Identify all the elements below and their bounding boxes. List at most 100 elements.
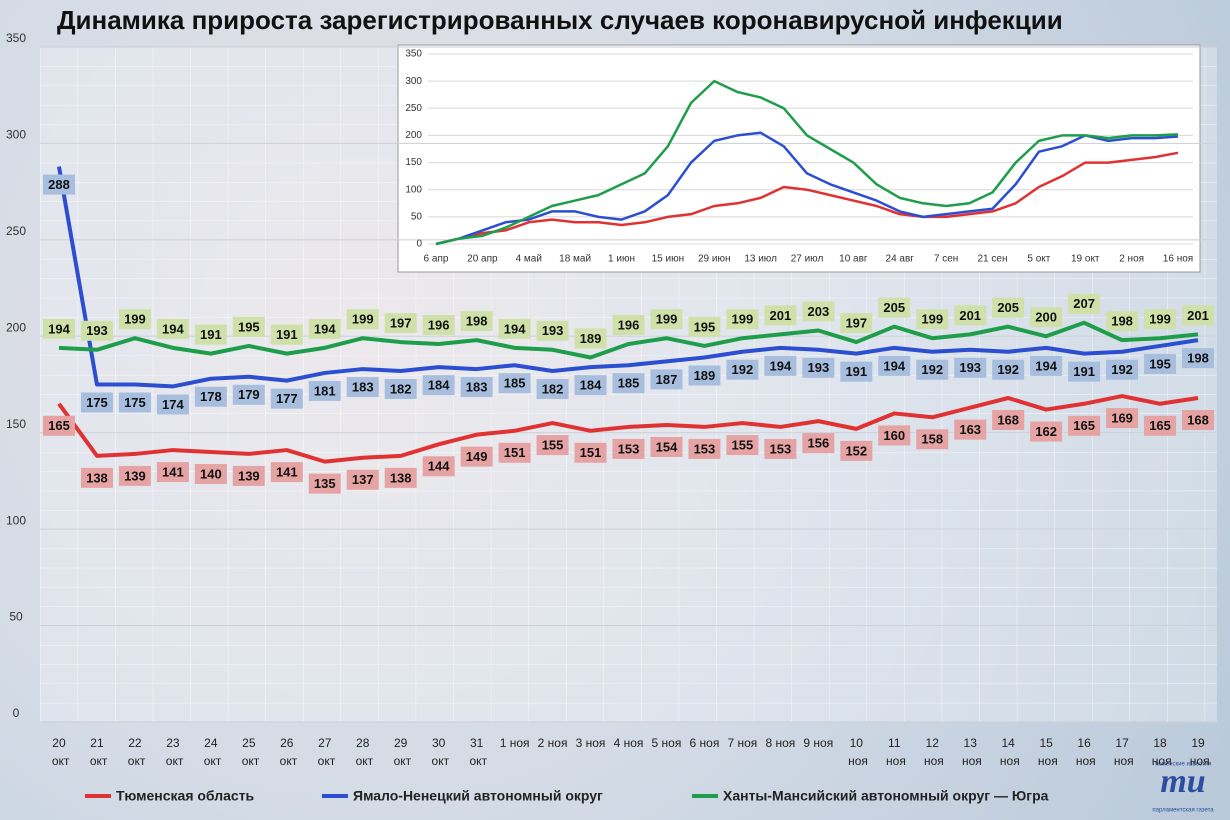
x-tick-label-part: окт bbox=[87, 754, 108, 768]
data-label-box bbox=[650, 369, 683, 390]
logo-bottom: парламентская газета bbox=[1152, 808, 1214, 814]
inset-x-tick-label: 15 июн bbox=[652, 254, 685, 265]
x-tick-label-part: окт bbox=[238, 754, 259, 768]
data-label-box bbox=[498, 318, 531, 339]
x-tick-label-part: 23 bbox=[166, 736, 180, 750]
x-tick-label: 12 ноя bbox=[921, 736, 944, 768]
data-label: 140 bbox=[200, 466, 222, 481]
data-label-box bbox=[1182, 305, 1215, 326]
data-label: 152 bbox=[845, 443, 867, 458]
x-tick-label-part: 19 bbox=[1191, 736, 1205, 750]
y-tick-label: 200 bbox=[6, 320, 26, 334]
data-label-box bbox=[346, 309, 379, 330]
y-tick-label: 0 bbox=[13, 706, 20, 720]
legend-label: Тюменская область bbox=[116, 788, 255, 804]
data-label-box bbox=[384, 313, 417, 334]
x-tick-label-part: ноя bbox=[1035, 754, 1058, 768]
data-label-box bbox=[156, 394, 189, 415]
data-label: 191 bbox=[1073, 364, 1095, 379]
data-label: 178 bbox=[200, 389, 222, 404]
data-label-box bbox=[536, 320, 569, 341]
data-label-box bbox=[384, 379, 417, 399]
data-label: 189 bbox=[694, 368, 716, 383]
data-label: 197 bbox=[390, 316, 412, 331]
data-label: 184 bbox=[428, 378, 450, 393]
data-label: 192 bbox=[1111, 362, 1133, 377]
x-tick-label: 14 ноя bbox=[997, 736, 1020, 768]
data-label: 175 bbox=[86, 395, 108, 410]
x-tick-label: 25 окт bbox=[238, 736, 259, 768]
data-label: 184 bbox=[580, 378, 602, 393]
inset-x-tick-label: 18 май bbox=[559, 254, 591, 265]
data-label-box bbox=[536, 379, 569, 399]
data-label-box bbox=[954, 419, 987, 440]
data-label: 199 bbox=[656, 312, 678, 327]
data-label-box bbox=[764, 438, 797, 459]
x-tick-label-part: окт bbox=[428, 754, 449, 768]
x-tick-label-part: окт bbox=[200, 754, 221, 768]
x-tick-label-part: ноя bbox=[883, 754, 906, 768]
data-label: 196 bbox=[428, 317, 450, 332]
data-label: 168 bbox=[997, 412, 1019, 427]
data-label-box bbox=[802, 357, 835, 378]
data-label-box bbox=[688, 365, 721, 386]
inset-x-tick-label: 13 июл bbox=[744, 254, 777, 265]
data-label-box bbox=[1144, 309, 1177, 330]
data-label: 199 bbox=[124, 312, 146, 327]
x-tick-label-part: ноя bbox=[921, 754, 944, 768]
x-tick-label-part: 15 bbox=[1039, 736, 1053, 750]
data-label-box bbox=[460, 377, 493, 398]
series-line bbox=[57, 394, 1199, 464]
x-tick-label: 1 ноя bbox=[500, 736, 530, 750]
x-tick-label: 4 ноя bbox=[614, 736, 644, 750]
data-label: 207 bbox=[1073, 296, 1095, 311]
data-label: 151 bbox=[504, 445, 526, 460]
data-label-box bbox=[954, 357, 987, 378]
data-label: 155 bbox=[542, 438, 564, 453]
inset-x-tick-label: 2 ноя bbox=[1119, 254, 1144, 265]
data-label-box bbox=[916, 429, 949, 450]
data-label-box bbox=[954, 305, 987, 326]
data-label: 192 bbox=[921, 362, 943, 377]
data-label-box bbox=[764, 355, 797, 376]
inset-x-tick-label: 19 окт bbox=[1071, 254, 1100, 265]
data-label-box bbox=[878, 355, 911, 376]
data-label-box bbox=[650, 437, 683, 457]
logo-top: тюменские известия bbox=[1155, 762, 1212, 768]
data-label-box bbox=[118, 392, 151, 413]
x-tick-label: 15 ноя bbox=[1035, 736, 1058, 768]
data-label: 139 bbox=[238, 468, 260, 483]
data-label-box bbox=[612, 438, 645, 459]
x-tick-label-part: ноя bbox=[997, 754, 1020, 768]
inset-y-tick-label: 300 bbox=[405, 76, 422, 87]
data-label: 154 bbox=[656, 439, 678, 454]
data-label-box bbox=[460, 446, 493, 467]
x-tick-label: 28 окт bbox=[352, 736, 373, 768]
data-label-box bbox=[1030, 421, 1063, 442]
x-tick-label-part: 16 bbox=[1077, 736, 1091, 750]
data-label: 177 bbox=[276, 391, 298, 406]
x-tick-label-part: 20 bbox=[52, 736, 66, 750]
data-label-box bbox=[1106, 359, 1139, 380]
x-tick-label-part: окт bbox=[314, 754, 335, 768]
data-label: 193 bbox=[542, 323, 564, 338]
data-label-box bbox=[802, 301, 835, 322]
data-label-box bbox=[270, 324, 303, 345]
data-label-box bbox=[118, 309, 151, 330]
x-tick-label: 9 ноя bbox=[803, 736, 833, 750]
x-tick-label-part: 24 bbox=[204, 736, 218, 750]
data-label: 193 bbox=[86, 323, 108, 338]
data-label: 160 bbox=[883, 428, 905, 443]
inset-y-tick-label: 150 bbox=[405, 157, 422, 168]
x-tick-label: 6 ноя bbox=[690, 736, 720, 750]
data-label-box bbox=[992, 297, 1025, 318]
data-label-box bbox=[308, 380, 341, 401]
data-label-box bbox=[498, 373, 531, 394]
x-tick-label: 2 ноя bbox=[538, 736, 568, 750]
inset-frame bbox=[397, 44, 1201, 273]
x-tick-label-part: 30 bbox=[432, 736, 446, 750]
data-label-box bbox=[42, 415, 75, 436]
data-label: 175 bbox=[124, 395, 146, 410]
x-tick-label-part: окт bbox=[276, 754, 297, 768]
data-label-box bbox=[840, 361, 873, 382]
